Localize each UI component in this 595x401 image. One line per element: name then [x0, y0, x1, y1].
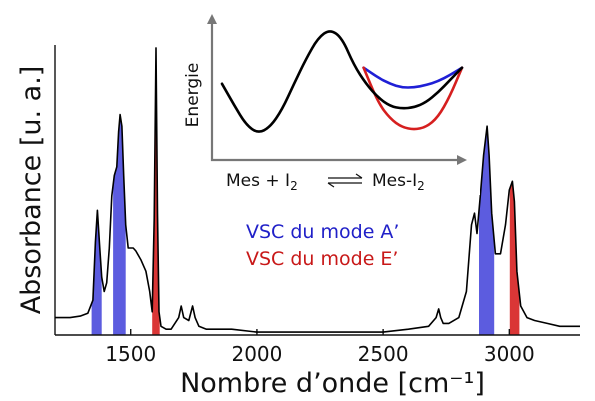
inset-curves [220, 30, 464, 133]
legend-entry-e: VSC du mode E’ [246, 248, 398, 270]
x-tick-label-3: 3000 [484, 342, 535, 366]
inset-xlabel-left-sub: 2 [290, 179, 298, 193]
inset-y-axis-title: Energie [183, 63, 203, 128]
inset-curve-ground [220, 30, 464, 133]
inset-background [180, 5, 480, 195]
x-tick-label-2: 2500 [358, 342, 409, 366]
inset-xlabel-right: Mes-I [372, 171, 417, 191]
inset-x-axis-title: Mes + I2 Mes-I2 [226, 171, 425, 193]
main-plot: 1500 2000 2500 3000 Nombre d’onde [cm⁻¹] Ab… [16, 45, 580, 399]
x-axis-ticks: 1500 2000 2500 3000 [105, 329, 535, 366]
x-tick-label-0: 1500 [105, 342, 156, 366]
inset-xlabel-left: Mes + I [226, 171, 290, 191]
inset-axes [210, 22, 459, 162]
x-axis-title: Nombre d’onde [cm⁻¹] [180, 368, 485, 399]
shaded-band-1 [113, 115, 126, 335]
x-tick-label-1: 2000 [231, 342, 282, 366]
energy-inset: Energie Mes + I2 Mes-I2 [180, 5, 480, 195]
equilibrium-arrows-icon [327, 173, 363, 188]
y-axis-title: Absorbance [u. a.] [16, 66, 47, 315]
shaded-band-4 [509, 181, 520, 335]
shaded-bands [91, 47, 520, 336]
eq-arrow-forward [328, 173, 363, 179]
eq-arrow-back [327, 182, 362, 188]
spectrum-line [55, 47, 580, 333]
shaded-band-3 [479, 127, 495, 335]
inset-curve-blue [362, 66, 464, 89]
inset-xlabel-right-sub: 2 [417, 179, 425, 193]
legend-entry-a: VSC du mode A’ [246, 221, 399, 243]
